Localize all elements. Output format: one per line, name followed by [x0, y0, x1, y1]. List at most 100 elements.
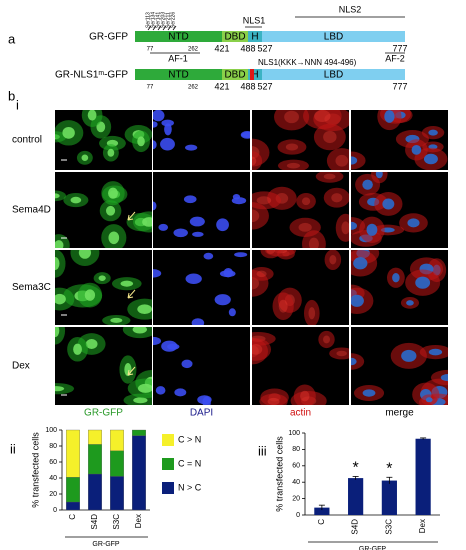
nucleus [81, 154, 89, 161]
bar-segment [110, 429, 124, 451]
nucleus [110, 317, 123, 323]
nucleus [301, 197, 311, 206]
nucleus [155, 386, 166, 395]
nucleus [241, 131, 250, 138]
nucleus [85, 338, 98, 350]
nucleus [161, 340, 178, 352]
significance: * [353, 460, 359, 477]
site-tick [167, 25, 172, 31]
domain [248, 31, 262, 42]
nucleus [108, 187, 118, 199]
cells [153, 252, 248, 325]
nucleus [323, 130, 337, 144]
nucleus [308, 237, 319, 248]
micrograph [252, 327, 349, 405]
cell-body [323, 187, 349, 208]
nucleus [214, 294, 231, 306]
cells [252, 172, 349, 248]
nucleus [362, 179, 373, 190]
legend-swatch [162, 482, 174, 494]
nucleus [73, 343, 82, 355]
nucleus [55, 193, 60, 199]
micrograph [153, 110, 250, 170]
nucleus [256, 270, 267, 278]
cell-body [55, 383, 75, 395]
sub-label: ii [10, 441, 16, 456]
nucleus [278, 299, 288, 313]
row-label: Sema4D [12, 205, 51, 216]
cell-body [277, 159, 309, 170]
position-label: 421 [214, 43, 229, 53]
cell-body [55, 190, 66, 202]
cell-body [289, 217, 321, 237]
micrograph [351, 110, 448, 170]
y-tick-label: 20 [292, 495, 300, 502]
nucleus [329, 254, 337, 265]
nucleus [252, 209, 260, 223]
annotation: NLS2 [339, 4, 362, 14]
position-label: 777 [392, 43, 407, 53]
bar-segment [110, 476, 124, 511]
nucleus [415, 276, 431, 289]
domain [262, 31, 405, 42]
cells [153, 110, 250, 151]
cell-body [252, 151, 263, 170]
cells [351, 250, 447, 315]
position-label: 262 [188, 47, 199, 53]
position-label: 421 [214, 81, 229, 91]
cells [351, 342, 448, 405]
nucleus [331, 193, 343, 203]
nucleus [164, 123, 172, 136]
position-label: 527 [257, 81, 272, 91]
cell-body [252, 191, 282, 210]
nucleus [440, 374, 448, 382]
x-tick-label: S3C [112, 514, 121, 530]
nucleus [87, 110, 97, 121]
nucleus [351, 357, 357, 366]
nucleus [256, 196, 272, 205]
bar-segment [66, 429, 80, 478]
cell-body [252, 266, 274, 281]
domain-label: DBD [224, 32, 245, 43]
legend-swatch [162, 434, 174, 446]
micrograph [351, 250, 448, 325]
y-tick-label: 60 [49, 459, 57, 466]
legend-label: C > N [178, 434, 201, 444]
cells [55, 110, 152, 165]
cells [55, 181, 152, 248]
nucleus [153, 201, 157, 211]
phospho-site: Ser226 [170, 12, 176, 28]
nucleus [203, 252, 214, 260]
nucleus [216, 218, 229, 232]
nucleus [191, 318, 205, 325]
micrograph [252, 250, 349, 325]
nucleus [173, 228, 188, 238]
nucleus [308, 307, 316, 320]
nucleus [428, 348, 443, 356]
row-label: Sema3C [12, 282, 51, 293]
site-tick [162, 25, 167, 31]
site-tick [147, 25, 152, 31]
cell-body [303, 299, 320, 325]
micrograph-bg [153, 172, 250, 248]
nucleus [336, 350, 347, 357]
position-label: 262 [188, 85, 199, 91]
column-label: DAPI [190, 408, 213, 419]
nucleus [252, 156, 257, 166]
nucleus [137, 383, 152, 393]
panel-label: a [8, 31, 16, 46]
nucleus [132, 327, 147, 334]
site-tick [152, 25, 157, 31]
phospho-site: Ser134 [150, 12, 156, 28]
nucleus [286, 162, 301, 169]
nucleus [70, 196, 82, 204]
position-label: 77 [147, 47, 154, 53]
domain-label: H [251, 70, 258, 81]
nucleus [366, 223, 378, 236]
micrograph [55, 327, 152, 405]
legend-swatch [162, 458, 174, 470]
micrograph [351, 327, 448, 405]
cells [55, 250, 152, 325]
bar [348, 478, 364, 515]
cell-body [274, 110, 310, 131]
